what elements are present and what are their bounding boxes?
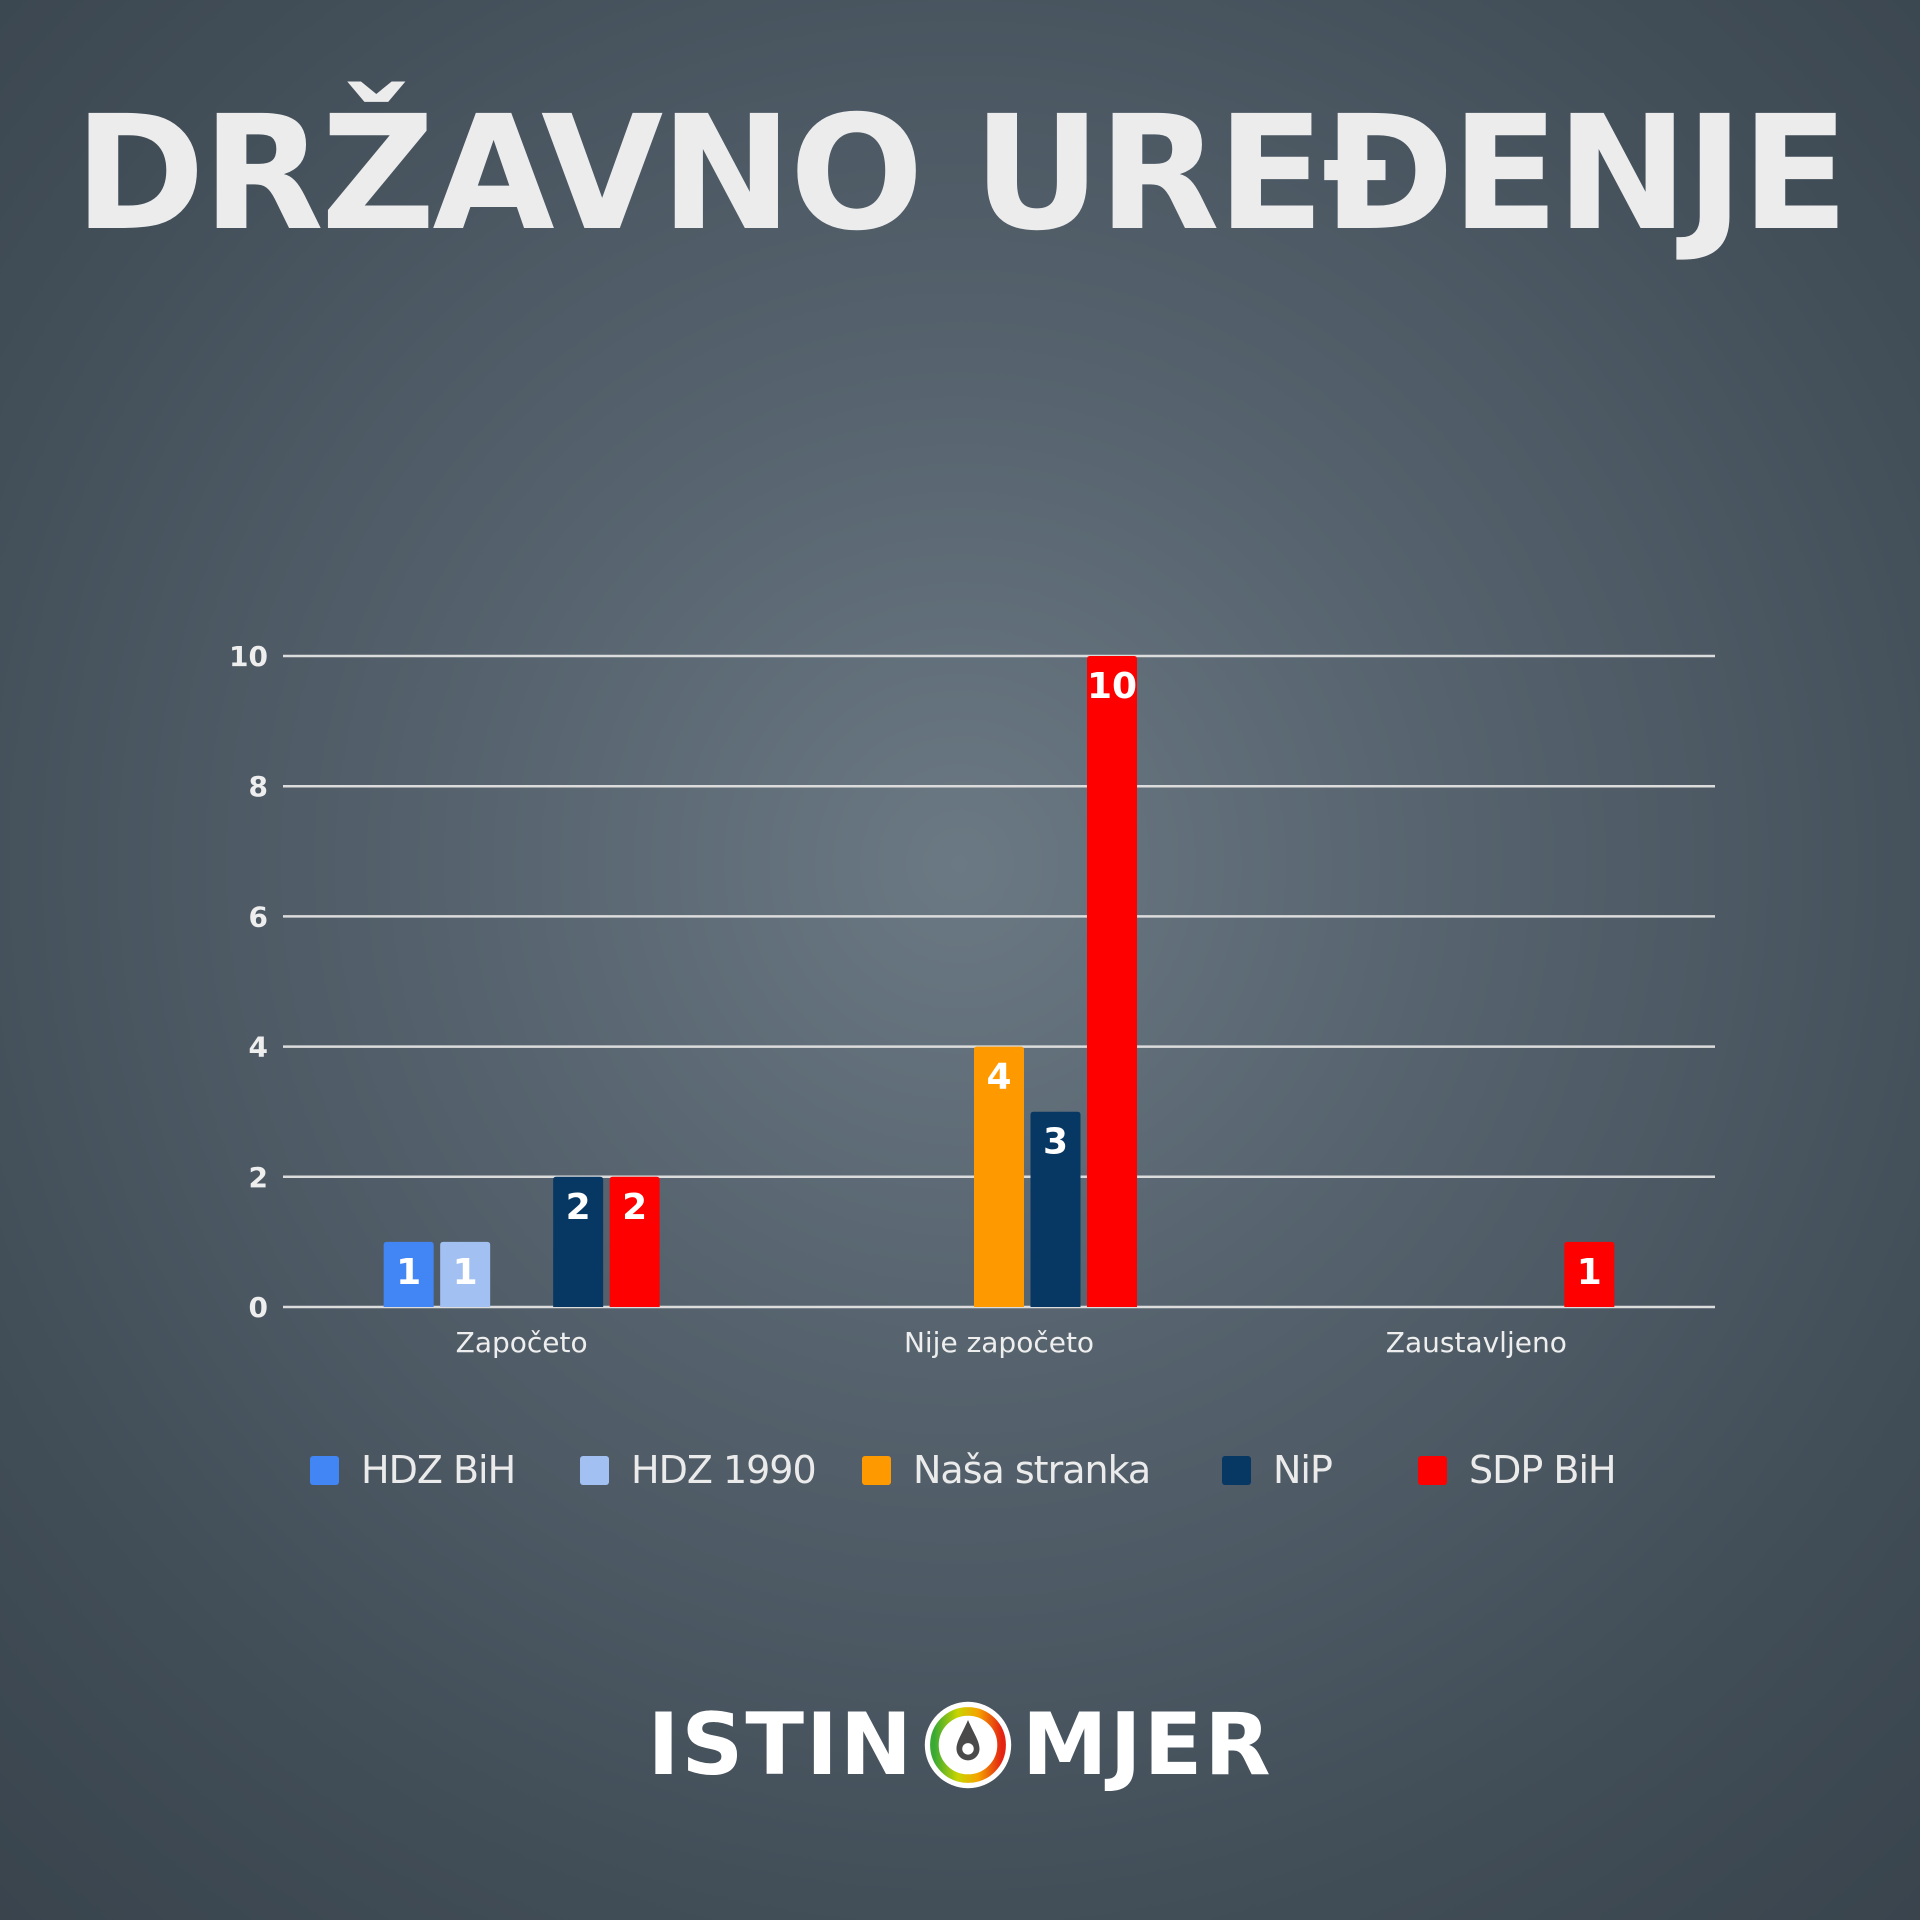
y-tick-label: 4 (249, 1031, 268, 1064)
bar (974, 1046, 1024, 1307)
legend-label: Naša stranka (913, 1448, 1151, 1492)
legend-item: HDZ 1990 (580, 1448, 817, 1492)
bar (1030, 1111, 1081, 1307)
meter-icon (924, 1701, 1012, 1789)
x-axis-ticks: Započeto Nije započeto Zaustavljeno (456, 1326, 1567, 1359)
legend-swatch (580, 1455, 609, 1485)
y-tick-label: 0 (249, 1291, 268, 1324)
bars (383, 656, 1615, 1307)
legend-swatch (1222, 1455, 1251, 1485)
bar (383, 1241, 434, 1307)
istinomjer-logo: ISTIN MJER (0, 1690, 1920, 1800)
data-label: 1 (453, 1252, 478, 1293)
x-tick-label: Nije započeto (904, 1326, 1094, 1359)
bar (609, 1176, 660, 1307)
legend-item: SDP BiH (1418, 1448, 1617, 1492)
data-label: 1 (1577, 1252, 1602, 1293)
legend-label: HDZ 1990 (631, 1448, 817, 1492)
bar (1564, 1241, 1615, 1307)
bar (553, 1176, 604, 1307)
data-label: 2 (566, 1187, 591, 1228)
logo-text-right: MJER (1022, 1695, 1273, 1795)
y-tick-label: 8 (249, 770, 268, 803)
x-tick-label: Započeto (456, 1326, 588, 1359)
page-title: DRŽAVNO UREĐENJE (74, 82, 1849, 266)
y-axis-ticks: 0 2 4 6 8 10 (229, 640, 268, 1324)
legend-label: NiP (1273, 1448, 1333, 1492)
legend-label: HDZ BiH (361, 1448, 516, 1492)
legend-item: HDZ BiH (310, 1448, 516, 1492)
chart-legend: HDZ BiH HDZ 1990 Naša stranka NiP SDP BiH (0, 1448, 1920, 1492)
legend-item: NiP (1222, 1448, 1333, 1492)
data-label: 1 (396, 1252, 421, 1293)
y-tick-label: 6 (249, 900, 268, 933)
legend-swatch (1418, 1455, 1447, 1485)
legend-label: SDP BiH (1469, 1448, 1617, 1492)
y-tick-label: 2 (249, 1161, 268, 1194)
data-label: 10 (1087, 666, 1137, 707)
bar (440, 1241, 491, 1307)
legend-item: Naša stranka (862, 1448, 1151, 1492)
legend-swatch (862, 1455, 891, 1485)
legend-swatch (310, 1455, 339, 1485)
bar (1087, 656, 1137, 1307)
x-tick-label: Zaustavljeno (1386, 1326, 1567, 1359)
data-label: 3 (1043, 1122, 1068, 1163)
y-tick-label: 10 (229, 640, 268, 673)
logo-text-left: ISTIN (647, 1695, 915, 1795)
data-label: 2 (622, 1187, 647, 1228)
data-label: 4 (986, 1057, 1011, 1098)
